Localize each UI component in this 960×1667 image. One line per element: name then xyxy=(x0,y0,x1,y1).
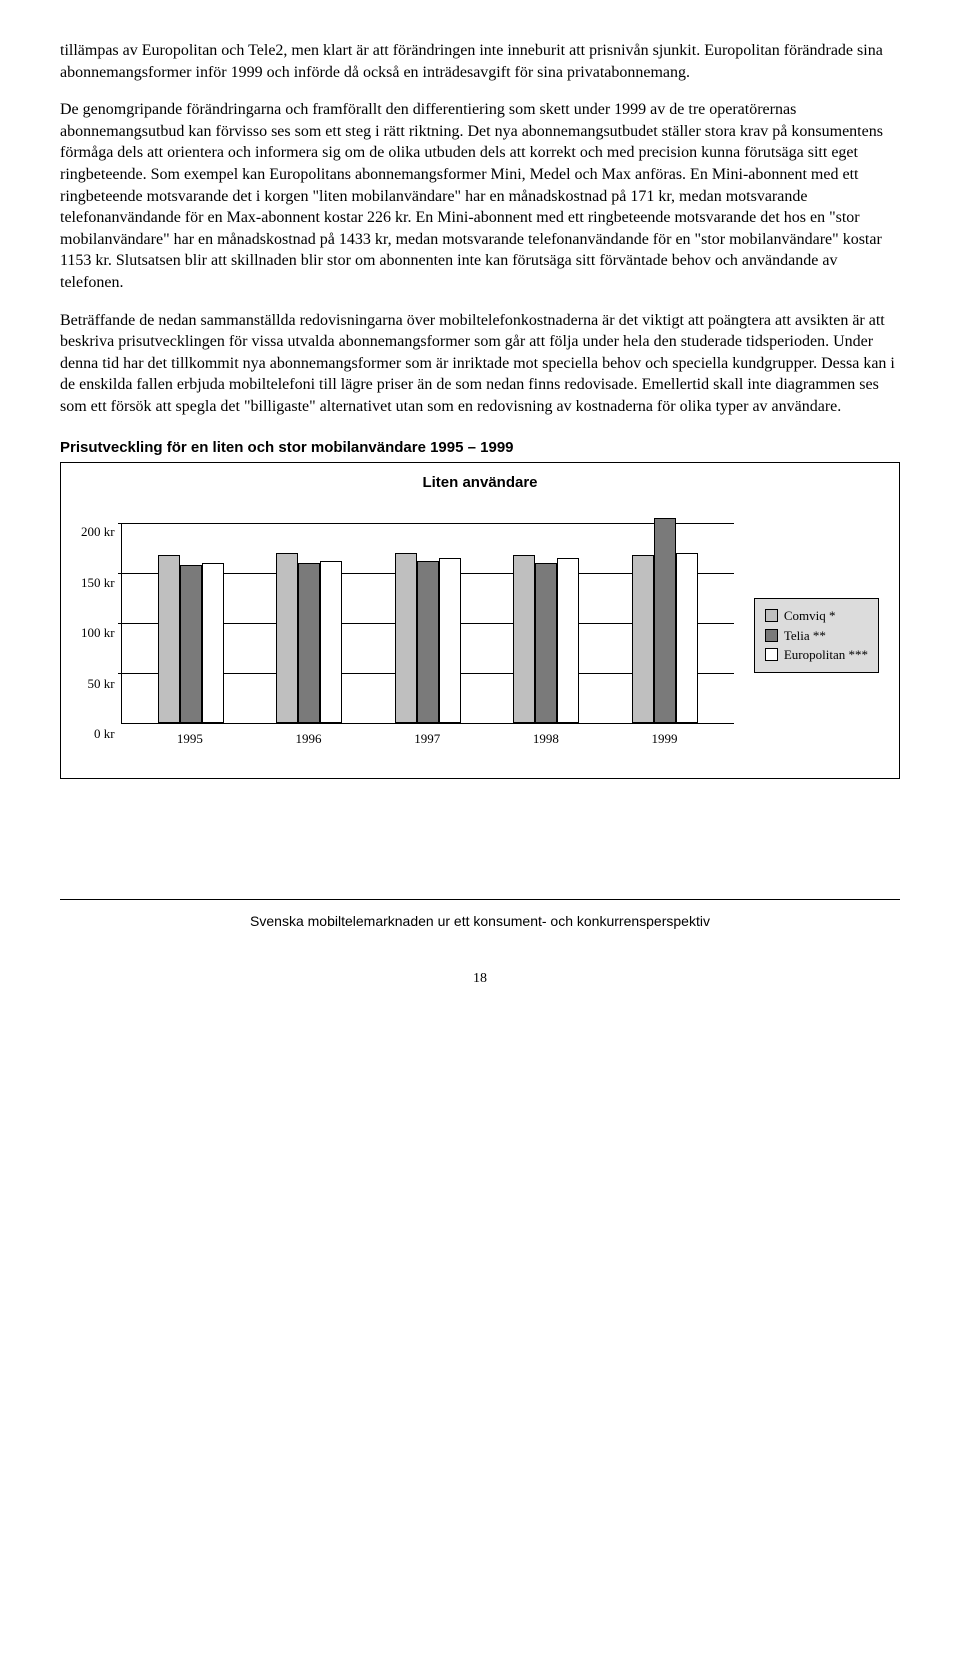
legend-swatch xyxy=(765,609,778,622)
page-number: 18 xyxy=(60,970,900,989)
bar xyxy=(654,518,676,723)
x-axis-labels: 1995 1996 1997 1998 1999 xyxy=(121,724,734,748)
legend-label: Comviq * xyxy=(784,607,836,625)
legend-swatch xyxy=(765,648,778,661)
x-tick-label: 1997 xyxy=(392,730,462,748)
y-axis-labels: 200 kr 150 kr 100 kr 50 kr 0 kr xyxy=(81,523,121,743)
bar xyxy=(180,565,202,723)
plot-wrapper: 1995 1996 1997 1998 1999 xyxy=(121,523,734,748)
y-tick-label: 200 kr xyxy=(81,523,115,541)
bar xyxy=(417,561,439,723)
body-paragraph: tillämpas av Europolitan och Tele2, men … xyxy=(60,40,900,83)
bar xyxy=(632,555,654,723)
legend-item: Europolitan *** xyxy=(765,646,868,664)
bar xyxy=(535,563,557,723)
x-tick-label: 1999 xyxy=(629,730,699,748)
bar xyxy=(158,555,180,723)
bar xyxy=(202,563,224,723)
chart-title: Liten användare xyxy=(81,473,879,493)
body-paragraph: Beträffande de nedan sammanställda redov… xyxy=(60,310,900,418)
y-tick-label: 0 kr xyxy=(94,725,115,743)
legend-label: Telia ** xyxy=(784,627,826,645)
y-tick-label: 150 kr xyxy=(81,574,115,592)
legend-item: Telia ** xyxy=(765,627,868,645)
legend-item: Comviq * xyxy=(765,607,868,625)
section-heading: Prisutveckling för en liten och stor mob… xyxy=(60,438,900,458)
plot-area xyxy=(121,523,734,724)
chart-area: 200 kr 150 kr 100 kr 50 kr 0 kr 1995 1996 1997… xyxy=(81,523,879,748)
bar xyxy=(276,553,298,723)
y-tick-label: 100 kr xyxy=(81,624,115,642)
x-tick-label: 1995 xyxy=(155,730,225,748)
bar xyxy=(513,555,535,723)
chart-legend: Comviq * Telia **Europolitan *** xyxy=(754,598,879,673)
bar xyxy=(395,553,417,723)
bar-group xyxy=(632,518,698,723)
body-paragraph: De genomgripande förändringarna och fram… xyxy=(60,99,900,293)
bar-group xyxy=(395,553,461,723)
bar xyxy=(439,558,461,723)
x-tick-label: 1996 xyxy=(274,730,344,748)
bar xyxy=(557,558,579,723)
bar-group xyxy=(158,555,224,723)
legend-swatch xyxy=(765,629,778,642)
bar xyxy=(320,561,342,723)
bar-group xyxy=(513,555,579,723)
legend-label: Europolitan *** xyxy=(784,646,868,664)
bar-group xyxy=(276,553,342,723)
chart-container: Liten användare 200 kr 150 kr 100 kr 50 kr 0… xyxy=(60,462,900,779)
bar xyxy=(298,563,320,723)
x-tick-label: 1998 xyxy=(511,730,581,748)
page-footer: Svenska mobiltelemarknaden ur ett konsum… xyxy=(60,899,900,931)
y-tick-label: 50 kr xyxy=(88,675,115,693)
bar xyxy=(676,553,698,723)
